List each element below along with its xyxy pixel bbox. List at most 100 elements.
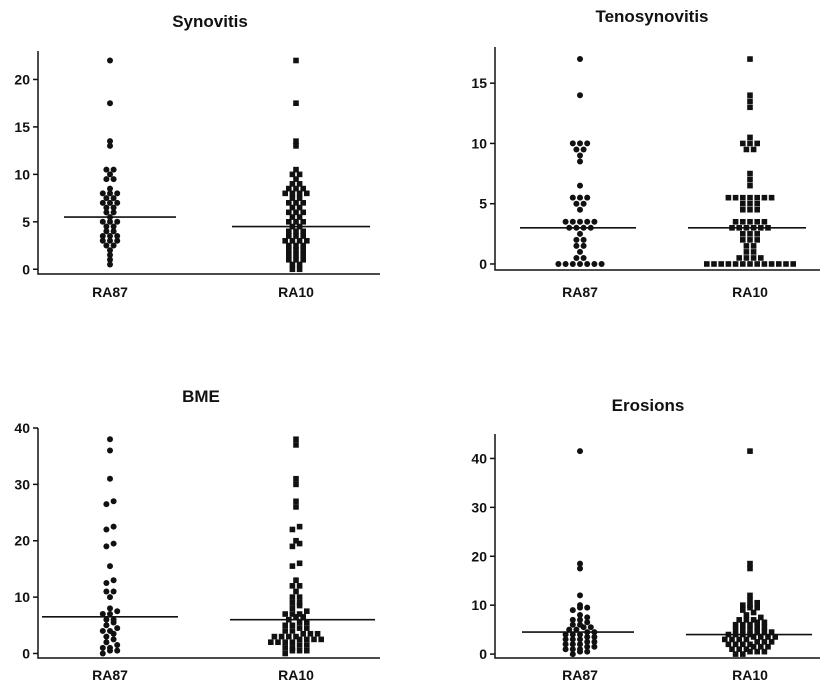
data-point xyxy=(732,194,739,201)
data-point xyxy=(107,138,113,145)
data-point xyxy=(300,233,306,239)
data-point xyxy=(286,200,292,206)
data-point xyxy=(747,626,753,633)
data-point xyxy=(293,233,299,239)
data-point xyxy=(591,643,598,650)
data-point xyxy=(761,218,768,225)
data-point xyxy=(107,190,113,197)
data-point xyxy=(761,261,768,267)
data-point xyxy=(103,166,110,173)
data-point xyxy=(754,140,760,147)
y-ticks: 0 10 20 30 40 xyxy=(471,450,495,662)
data-point xyxy=(289,237,296,244)
data-point xyxy=(286,219,292,225)
data-point xyxy=(107,218,113,225)
data-point xyxy=(754,237,760,243)
data-point xyxy=(577,158,583,165)
data-point xyxy=(569,621,576,628)
data-point xyxy=(758,634,764,640)
panel-synovitis: Synovitis 0 5 10 15 20 RA87 RA10 xyxy=(14,12,380,300)
data-point xyxy=(107,185,113,192)
data-point xyxy=(577,92,583,99)
data-point xyxy=(577,260,583,267)
data-point xyxy=(286,185,292,192)
data-point xyxy=(289,181,296,187)
data-point xyxy=(573,254,580,261)
data-point xyxy=(289,204,296,211)
axes xyxy=(37,51,380,275)
data-point xyxy=(114,233,121,240)
data-point xyxy=(569,641,576,648)
data-point xyxy=(768,629,775,635)
data-point xyxy=(296,540,303,547)
data-point xyxy=(307,630,314,637)
data-point xyxy=(103,176,110,183)
data-point xyxy=(591,633,598,640)
data-point xyxy=(289,543,296,550)
data-point xyxy=(296,619,303,626)
data-point xyxy=(747,56,753,62)
data-point xyxy=(577,56,583,63)
data-point xyxy=(107,475,113,482)
data-point xyxy=(580,236,587,243)
data-point xyxy=(107,261,113,268)
data-point xyxy=(569,651,576,658)
data-point xyxy=(293,577,299,584)
data-point xyxy=(103,526,110,533)
data-point xyxy=(740,602,746,608)
median-lines xyxy=(64,216,370,228)
data-point xyxy=(732,626,739,633)
data-point xyxy=(740,231,746,237)
data-point xyxy=(718,261,724,267)
data-point xyxy=(300,200,306,206)
data-point xyxy=(584,633,591,640)
data-point xyxy=(268,639,274,646)
data-point xyxy=(754,194,760,201)
data-point xyxy=(569,646,576,653)
data-point xyxy=(747,92,753,99)
data-point xyxy=(584,638,591,645)
data-point xyxy=(107,627,113,634)
data-point xyxy=(577,565,583,572)
data-point xyxy=(761,629,768,635)
y-tick-label: 15 xyxy=(14,119,30,135)
data-point xyxy=(289,195,296,201)
data-point xyxy=(293,498,299,505)
data-point xyxy=(296,266,303,273)
data-point xyxy=(729,646,735,652)
data-point xyxy=(747,182,753,189)
data-point xyxy=(729,636,735,643)
y-tick-label: 15 xyxy=(471,75,487,91)
data-point xyxy=(743,646,750,652)
data-point xyxy=(103,501,110,508)
data-point xyxy=(293,247,299,254)
x-category-label: RA87 xyxy=(92,284,128,300)
data-point xyxy=(282,190,288,197)
data-point xyxy=(300,256,306,263)
data-point xyxy=(103,242,110,249)
data-point xyxy=(107,256,113,263)
y-tick-label: 0 xyxy=(479,646,487,662)
data-point xyxy=(747,194,753,201)
data-point xyxy=(296,611,303,617)
data-point xyxy=(577,140,583,147)
axes xyxy=(494,434,820,659)
data-point xyxy=(569,607,576,614)
data-point xyxy=(758,255,764,261)
data-point xyxy=(289,605,296,612)
data-point xyxy=(103,209,110,216)
data-points xyxy=(555,56,796,267)
data-point xyxy=(747,597,753,604)
data-point xyxy=(296,190,303,197)
data-point xyxy=(289,266,296,273)
x-category-label: RA87 xyxy=(562,667,598,683)
data-point xyxy=(740,261,746,267)
data-point xyxy=(577,560,583,567)
data-point xyxy=(743,255,750,261)
data-point xyxy=(282,639,288,646)
data-point xyxy=(107,199,113,206)
data-point xyxy=(304,608,310,615)
data-point xyxy=(110,166,117,173)
data-points xyxy=(99,436,324,657)
data-point xyxy=(790,261,796,267)
